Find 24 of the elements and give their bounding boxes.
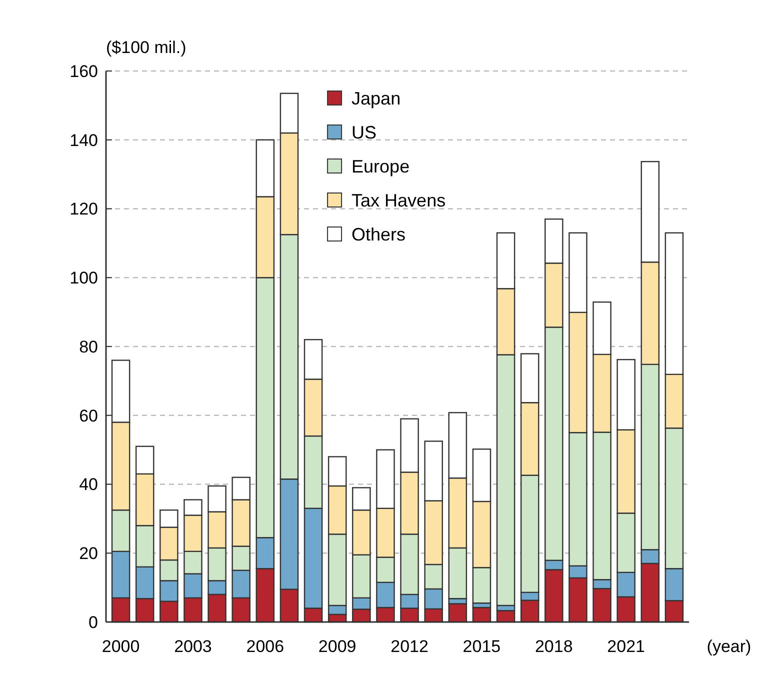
y-tick-label: 0	[88, 612, 98, 632]
x-tick-label: 2006	[246, 637, 284, 656]
y-tick-label: 80	[79, 337, 98, 356]
legend-label: Europe	[352, 156, 410, 176]
x-tick-label: 2003	[174, 637, 212, 656]
y-tick-label: 40	[79, 475, 98, 494]
legend-label: Tax Havens	[352, 190, 446, 210]
legend-label: Japan	[352, 88, 401, 108]
x-tick-label: 2021	[607, 637, 645, 656]
y-tick-label: 140	[70, 130, 98, 150]
y-axis-title: ($100 mil.)	[106, 38, 186, 57]
legend-label: US	[352, 122, 377, 142]
x-tick-label: 2000	[102, 637, 140, 656]
x-axis-title: (year)	[706, 637, 752, 656]
y-tick-label: 20	[79, 544, 98, 564]
x-tick-label: 2012	[390, 637, 428, 656]
y-tick-label: 60	[79, 406, 98, 426]
y-tick-label: 100	[70, 268, 98, 288]
y-tick-label: 120	[70, 200, 98, 219]
legend-label: Others	[352, 224, 406, 244]
x-tick-label: 2015	[462, 637, 501, 656]
x-tick-label: 2009	[318, 637, 356, 656]
y-tick-label: 160	[70, 62, 98, 81]
x-tick-label: 2018	[534, 637, 573, 656]
